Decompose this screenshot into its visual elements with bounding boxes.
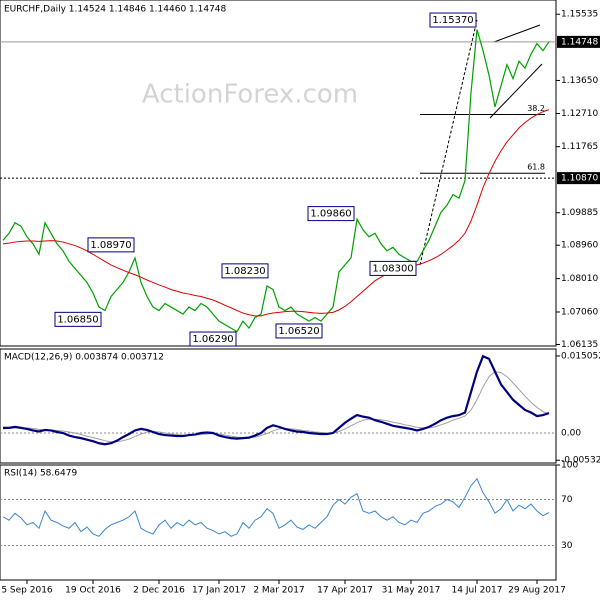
macd-frame [0, 348, 557, 464]
x-tick-label: 14 Jul 2017 [452, 586, 503, 596]
wedge-line [493, 24, 541, 43]
y-tick-label: 1.12710 [561, 109, 598, 119]
level-label: 1.10870 [561, 174, 598, 184]
y-tick-label: 30 [561, 541, 573, 551]
level-box [557, 35, 600, 48]
annotation-label: 1.06520 [278, 326, 319, 337]
annotation-box [307, 206, 355, 222]
annotation: 1.06520 [275, 323, 323, 339]
macd-title: MACD(12,26,9) 0.003874 0.003712 [4, 353, 164, 363]
price-frame [0, 0, 557, 347]
y-tick-label: 1.15535 [561, 10, 598, 20]
x-tick-label: 2 Dec 2016 [133, 586, 185, 596]
x-tick-label: 17 Jan 2017 [192, 586, 246, 596]
annotation-box [87, 237, 135, 253]
annotation-label: 1.08300 [372, 263, 413, 274]
y-tick-label: 1.06135 [561, 340, 598, 350]
y-tick-label: 0.00 [561, 429, 581, 439]
series-line [2, 371, 550, 443]
annotation-label: 1.08970 [90, 240, 131, 251]
y-tick-label: 70 [561, 495, 573, 505]
annotation-box [369, 260, 417, 276]
y-tick-label: 0.015052 [561, 351, 600, 361]
annotation-box [429, 12, 477, 28]
annotation-label: 1.06850 [57, 314, 98, 325]
watermark: ActionForex.com [142, 80, 358, 110]
annotation: 1.08970 [87, 237, 135, 253]
series-line [3, 354, 550, 446]
annotation-label: 1.06290 [192, 334, 233, 345]
y-tick-label: 1.08010 [561, 274, 598, 284]
y-tick-label: 100 [561, 461, 578, 471]
y-tick-label: 1.07060 [561, 307, 598, 317]
annotation: 1.09860 [307, 206, 355, 222]
annotation-box [54, 311, 102, 327]
y-tick-label: 1.09885 [561, 208, 598, 218]
level-box [557, 172, 600, 185]
fib-label: 61.8 [527, 163, 545, 172]
y-tick-label: 1.13650 [561, 76, 598, 86]
y-tick-label: 1.08960 [561, 241, 598, 251]
y-tick-label: 1.11765 [561, 142, 598, 152]
x-tick-label: 19 Oct 2016 [65, 586, 121, 596]
x-tick-label: 2 Mar 2017 [253, 586, 304, 596]
x-tick-label: 5 Sep 2016 [1, 586, 53, 596]
annotation-box [275, 323, 323, 339]
x-tick-label: 17 Apr 2017 [317, 586, 373, 596]
annotation: 1.06290 [189, 331, 237, 347]
series-line [2, 29, 550, 333]
trend-line [419, 19, 478, 266]
rsi-title: RSI(14) 58.6479 [4, 469, 77, 479]
rsi-frame [0, 464, 557, 581]
annotation: 1.15370 [429, 12, 477, 28]
price-title: EURCHF,Daily 1.14524 1.14846 1.14460 1.1… [4, 5, 227, 15]
annotation-label: 1.15370 [432, 15, 473, 26]
annotation: 1.08230 [221, 263, 269, 279]
annotation-label: 1.09860 [310, 209, 351, 220]
series-line [2, 477, 550, 537]
x-tick-label: 29 Aug 2017 [508, 586, 566, 596]
wedge-line [489, 63, 543, 119]
annotation-label: 1.08230 [224, 266, 265, 277]
x-tick-label: 31 May 2017 [382, 586, 441, 596]
annotation-box [221, 263, 269, 279]
annotation: 1.06850 [54, 311, 102, 327]
annotation-box [189, 331, 237, 347]
fib-label: 38.2 [527, 104, 545, 113]
series-line [2, 109, 550, 317]
annotation: 1.08300 [369, 260, 417, 276]
level-label: 1.14748 [561, 37, 598, 47]
